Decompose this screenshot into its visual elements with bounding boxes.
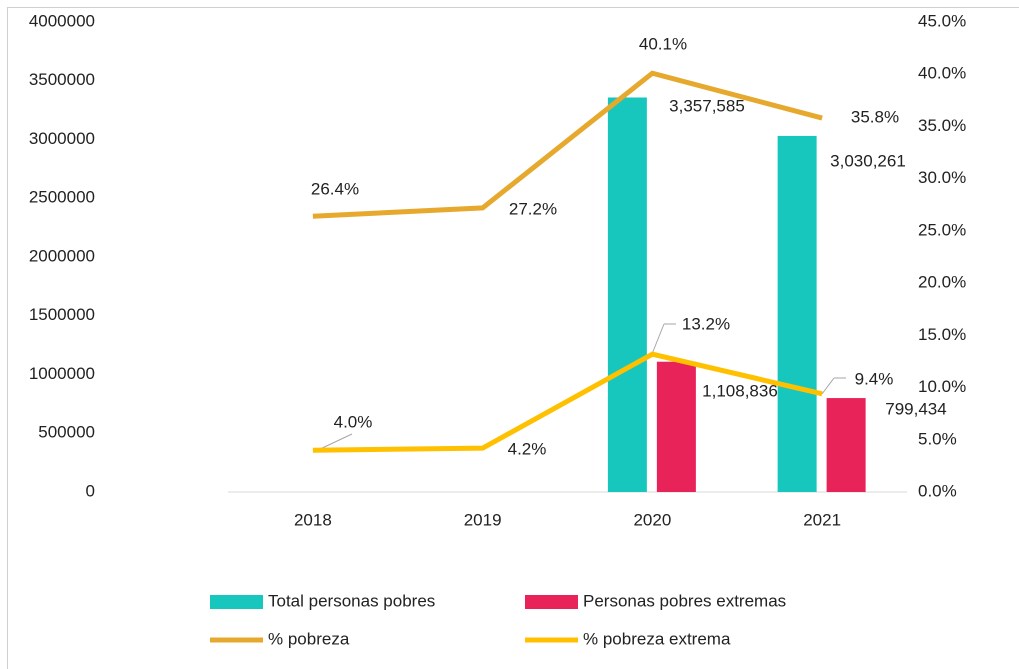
data-label: 799,434: [885, 399, 946, 418]
x-tick-label: 2021: [803, 510, 841, 529]
y-tick-label: 1000000: [29, 364, 95, 383]
y2-tick-label: 0.0%: [918, 481, 957, 500]
data-label: 9.4%: [855, 369, 894, 388]
y2-tick-label: 5.0%: [918, 429, 957, 448]
chart-border: [7, 7, 1019, 669]
data-label: 4.2%: [508, 439, 547, 458]
data-label: 35.8%: [851, 107, 899, 126]
bar: [777, 135, 817, 492]
y2-tick-label: 20.0%: [918, 273, 966, 292]
leader-line: [821, 377, 835, 395]
x-tick-label: 2020: [633, 510, 671, 529]
y2-tick-label: 25.0%: [918, 220, 966, 239]
y2-tick-label: 15.0%: [918, 325, 966, 344]
x-tick-label: 2019: [464, 510, 502, 529]
legend-label: Personas pobres extremas: [583, 591, 786, 610]
data-label: 1,108,836: [702, 381, 778, 400]
line: [312, 351, 823, 453]
leader-line: [317, 433, 353, 451]
leader-line: [651, 323, 665, 355]
y2-tick-label: 10.0%: [918, 377, 966, 396]
legend-label: % pobreza extrema: [583, 629, 731, 648]
legend-label: % pobreza: [268, 629, 350, 648]
data-label: 40.1%: [639, 34, 687, 53]
y-tick-label: 0: [86, 481, 95, 500]
data-label: 26.4%: [311, 179, 359, 198]
data-label: 3,357,585: [669, 96, 745, 115]
bar: [826, 398, 866, 492]
x-tick-label: 2018: [294, 510, 332, 529]
y2-tick-label: 30.0%: [918, 168, 966, 187]
line: [312, 70, 823, 219]
legend-label: Total personas pobres: [268, 591, 435, 610]
data-label: 3,030,261: [830, 151, 906, 170]
y-tick-label: 2000000: [29, 246, 95, 265]
bar: [656, 361, 696, 492]
y2-tick-label: 45.0%: [918, 11, 966, 30]
bar: [607, 97, 647, 492]
y-tick-label: 3500000: [29, 70, 95, 89]
data-label: 27.2%: [509, 199, 557, 218]
y2-tick-label: 40.0%: [918, 64, 966, 83]
y-tick-label: 4000000: [29, 11, 95, 30]
y-tick-label: 500000: [38, 423, 95, 442]
data-label: 4.0%: [334, 412, 373, 431]
y-tick-label: 2500000: [29, 188, 95, 207]
y-tick-label: 3000000: [29, 129, 95, 148]
data-label: 13.2%: [682, 314, 730, 333]
y-tick-label: 1500000: [29, 305, 95, 324]
y2-tick-label: 35.0%: [918, 116, 966, 135]
legend-swatch: [210, 595, 263, 609]
legend-swatch: [525, 595, 578, 609]
